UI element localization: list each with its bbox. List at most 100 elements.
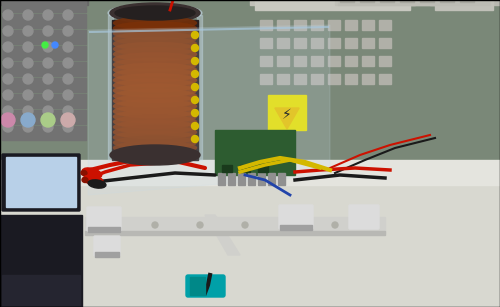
Circle shape (152, 222, 158, 228)
Ellipse shape (113, 78, 197, 92)
FancyBboxPatch shape (279, 205, 313, 229)
Circle shape (192, 110, 198, 116)
Bar (362, 74, 374, 84)
Bar (112, 20, 198, 160)
Bar (311, 20, 323, 30)
Ellipse shape (113, 21, 197, 35)
FancyBboxPatch shape (186, 275, 225, 297)
Bar (280, 225, 312, 230)
Circle shape (63, 106, 73, 116)
Bar (340, 0, 354, 2)
Bar (6, 157, 76, 207)
Bar (345, 74, 357, 84)
Ellipse shape (113, 16, 197, 30)
Ellipse shape (83, 175, 103, 185)
Ellipse shape (110, 145, 200, 165)
Bar (362, 20, 374, 30)
Bar (328, 20, 340, 30)
Circle shape (43, 74, 53, 84)
FancyBboxPatch shape (94, 236, 120, 256)
Bar (2, 275, 80, 305)
Bar (260, 74, 272, 84)
Bar (345, 20, 357, 30)
Bar (311, 74, 323, 84)
Bar (215, 130, 295, 175)
Polygon shape (88, 25, 330, 195)
Bar (277, 56, 289, 66)
Bar (268, 173, 275, 185)
Bar (268, 95, 306, 130)
Circle shape (63, 122, 73, 132)
Circle shape (23, 26, 33, 36)
Ellipse shape (113, 58, 197, 72)
Circle shape (63, 74, 73, 84)
Circle shape (3, 58, 13, 68)
Bar (88, 227, 120, 232)
Bar (460, 0, 474, 2)
Ellipse shape (113, 120, 197, 134)
Bar (328, 38, 340, 48)
Bar (362, 38, 374, 48)
Bar (0, 160, 500, 185)
Bar (362, 56, 374, 66)
Ellipse shape (113, 68, 197, 82)
Bar (379, 74, 391, 84)
Bar (218, 173, 225, 185)
Bar (0, 165, 500, 307)
Ellipse shape (113, 94, 197, 108)
FancyBboxPatch shape (2, 154, 80, 211)
Bar (277, 38, 289, 48)
Ellipse shape (108, 4, 202, 22)
Circle shape (3, 122, 13, 132)
Bar (400, 0, 414, 2)
Circle shape (242, 222, 248, 228)
Ellipse shape (113, 84, 197, 98)
Circle shape (63, 10, 73, 20)
Ellipse shape (113, 32, 197, 46)
Bar (430, 0, 500, 5)
Bar (2, 62, 86, 76)
Bar (440, 0, 454, 2)
FancyBboxPatch shape (349, 205, 379, 229)
Circle shape (192, 135, 198, 142)
Circle shape (107, 222, 113, 228)
Ellipse shape (113, 130, 197, 144)
Bar (258, 173, 265, 185)
Ellipse shape (88, 180, 106, 188)
Ellipse shape (113, 73, 197, 87)
Bar (328, 74, 340, 84)
Ellipse shape (113, 99, 197, 113)
Bar (379, 38, 391, 48)
Circle shape (1, 113, 15, 127)
Circle shape (3, 90, 13, 100)
Circle shape (3, 10, 13, 20)
Bar (190, 277, 205, 295)
Bar (345, 56, 357, 66)
Bar (2, 110, 86, 124)
Circle shape (332, 222, 338, 228)
Circle shape (43, 10, 53, 20)
Bar (248, 173, 255, 185)
Circle shape (3, 74, 13, 84)
Circle shape (63, 90, 73, 100)
Ellipse shape (113, 115, 197, 129)
Bar (420, 0, 434, 2)
Circle shape (3, 26, 13, 36)
Bar (197, 15, 202, 160)
Ellipse shape (113, 37, 197, 51)
Ellipse shape (81, 170, 87, 176)
Bar (311, 56, 323, 66)
Ellipse shape (113, 52, 197, 66)
Circle shape (192, 45, 198, 52)
Bar (260, 38, 272, 48)
Circle shape (287, 222, 293, 228)
Circle shape (63, 42, 73, 52)
Bar (95, 252, 119, 257)
Circle shape (23, 122, 33, 132)
Circle shape (23, 106, 33, 116)
Circle shape (197, 222, 203, 228)
Circle shape (192, 71, 198, 77)
Bar (250, 0, 415, 5)
Bar (85, 217, 385, 233)
Circle shape (43, 122, 53, 132)
